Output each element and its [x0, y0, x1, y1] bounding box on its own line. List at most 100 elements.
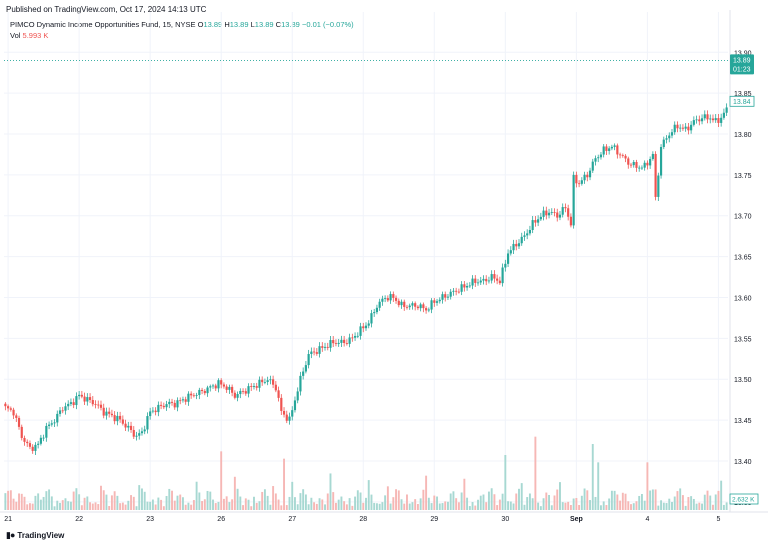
volume-bar — [408, 503, 411, 510]
x-tick-label: 21 — [4, 516, 12, 523]
volume-bar — [203, 499, 206, 510]
candle-body — [498, 280, 501, 284]
volume-bar — [138, 485, 141, 510]
volume-bar — [610, 490, 613, 510]
volume-bar — [479, 495, 482, 510]
volume-bar — [307, 504, 310, 510]
candle — [394, 295, 398, 304]
candle — [575, 171, 578, 188]
close-value: 13.89 — [281, 20, 300, 29]
candle-body — [455, 290, 458, 292]
volume-bar — [638, 495, 641, 510]
candle — [446, 293, 450, 301]
volume-bar — [556, 489, 559, 510]
volume-bar — [130, 495, 132, 510]
candle — [706, 110, 709, 124]
volume-bar — [45, 491, 48, 510]
candle-body — [293, 400, 297, 411]
candle — [42, 434, 45, 442]
candle — [597, 154, 600, 163]
candle — [231, 384, 234, 397]
candle-body — [528, 229, 532, 234]
volume-bar — [427, 497, 430, 510]
volume-bar — [280, 505, 283, 510]
candle-body — [452, 290, 455, 292]
volume-bar — [26, 504, 29, 510]
volume-bar — [15, 501, 18, 510]
candle-body — [351, 337, 354, 339]
candle — [75, 392, 78, 410]
candle — [318, 342, 321, 358]
candle — [94, 400, 97, 409]
candle-body — [476, 282, 480, 284]
candle — [168, 398, 171, 409]
volume-bar — [48, 489, 51, 510]
candle — [132, 426, 135, 440]
candle-body — [222, 384, 226, 387]
volume-bar — [572, 498, 575, 510]
candle-body — [474, 278, 477, 283]
volume-bar — [621, 492, 624, 510]
candle — [362, 322, 365, 333]
candle-body — [162, 405, 165, 408]
candle — [165, 400, 168, 411]
volume-bar — [422, 489, 425, 510]
volume-bar — [18, 493, 20, 510]
candle-body — [165, 404, 168, 408]
candle-body — [329, 340, 332, 348]
candle-body — [665, 138, 668, 140]
candle — [520, 232, 523, 246]
volume-bar — [365, 497, 367, 510]
volume-bar — [110, 495, 113, 510]
volume-bar — [646, 462, 649, 510]
candle-body — [558, 214, 562, 218]
volume-bar — [296, 504, 299, 510]
volume-bar — [534, 436, 537, 510]
volume-bar — [28, 503, 31, 510]
candle-body — [340, 339, 343, 343]
candle — [187, 391, 190, 406]
candle — [149, 407, 152, 420]
candle — [353, 332, 357, 341]
candle-body — [416, 306, 420, 309]
candle-body — [58, 410, 62, 414]
volume-bar — [553, 495, 556, 510]
volume-bar — [400, 499, 403, 510]
volume-bar — [591, 444, 594, 510]
candle-body — [547, 212, 551, 216]
x-tick-label: 29 — [430, 516, 438, 523]
candle-body — [433, 300, 436, 303]
volume-bar — [334, 502, 337, 510]
candle — [673, 121, 676, 135]
volume-bar — [236, 488, 239, 510]
candle — [88, 393, 92, 404]
candle — [416, 305, 420, 311]
candle — [430, 298, 433, 314]
volume-bar — [438, 503, 441, 510]
candle — [569, 213, 572, 228]
volume-bar — [7, 490, 10, 510]
volume-bar — [263, 489, 266, 510]
candle-body — [700, 118, 704, 122]
y-tick-label: 13.85 — [734, 91, 752, 98]
candle — [638, 165, 641, 172]
candle — [190, 391, 193, 399]
candle-body — [160, 404, 163, 406]
volume-bar — [712, 504, 714, 510]
candle-body — [296, 391, 299, 401]
candle — [99, 400, 103, 411]
candle-body — [116, 415, 119, 422]
candle-body — [56, 413, 59, 423]
candle — [45, 422, 48, 442]
volume-bar — [121, 502, 124, 510]
candle — [206, 385, 209, 397]
close-label: C — [275, 20, 282, 29]
candle-body — [244, 391, 247, 394]
candle — [28, 440, 32, 450]
candle — [679, 124, 682, 133]
volume-bar — [447, 501, 449, 510]
volume-bar — [441, 503, 444, 510]
volume-bar — [444, 501, 447, 510]
candle — [711, 114, 715, 123]
